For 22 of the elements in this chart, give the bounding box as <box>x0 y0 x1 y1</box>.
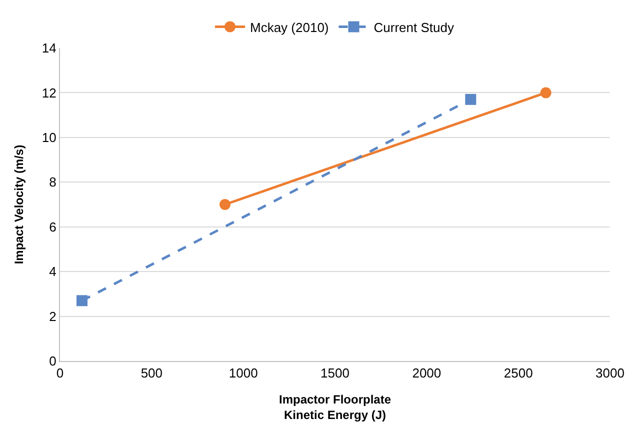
y-tick-label: 6 <box>49 219 56 234</box>
y-tick-label: 2 <box>49 308 56 324</box>
x-tick-label: 1000 <box>228 366 258 381</box>
x-tick-label: 2000 <box>412 366 442 381</box>
x-tick-label: 1500 <box>320 366 350 381</box>
y-axis-title: Impact Velocity (m/s) <box>12 144 26 264</box>
y-tick-label: 0 <box>49 354 56 369</box>
y-tick-label: 8 <box>49 174 56 190</box>
y-tick-label: 10 <box>42 130 56 145</box>
legend-label: Current Study <box>374 20 454 35</box>
y-tick-label: 4 <box>49 264 56 280</box>
y-tick-label: 12 <box>42 85 56 100</box>
legend-label: Mckay (2010) <box>250 20 329 35</box>
point <box>540 87 552 98</box>
x-tick-label: 2500 <box>504 366 533 381</box>
y-tick-label: 14 <box>42 40 56 56</box>
point <box>465 94 476 105</box>
point <box>76 295 88 306</box>
point <box>220 199 230 210</box>
x-axis-title: Impactor Floorplate Kinetic Energy (J) <box>278 392 392 422</box>
x-tick-label: 500 <box>140 366 163 381</box>
x-tick-label: 3000 <box>596 366 624 381</box>
